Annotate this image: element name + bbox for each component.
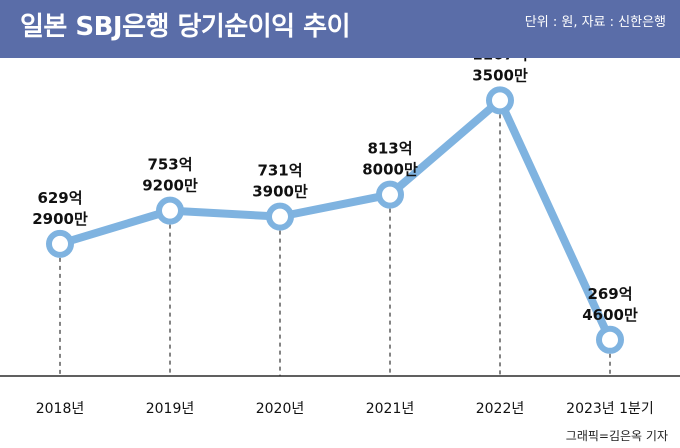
- data-point-marker: [156, 196, 184, 225]
- data-label: 629억: [37, 189, 82, 207]
- x-tick-label: 2021년: [366, 401, 415, 417]
- data-label: 4600만: [582, 306, 638, 324]
- x-tick-label: 2023년 1분기: [566, 401, 654, 417]
- x-tick-label: 2018년: [36, 401, 85, 417]
- title-bar: 일본 SBJ은행 당기순이익 추이 단위 : 원, 자료 : 신한은행: [0, 0, 680, 58]
- data-label: 3500만: [472, 66, 528, 84]
- line-chart: 629억 2900만 2018년 753억 9200만 2019년 731억 3900만 202…: [0, 45, 680, 417]
- data-label: 753억: [147, 156, 192, 174]
- data-label: 8000만: [362, 161, 418, 179]
- data-point-marker: [486, 86, 514, 115]
- data-label: 2900만: [32, 210, 88, 228]
- data-point-marker: [46, 229, 74, 258]
- graphic-credit: 그래픽=김은옥 기자: [565, 429, 668, 443]
- data-label: 731억: [257, 162, 302, 180]
- data-label: 3900만: [252, 183, 308, 201]
- series-line: [56, 96, 614, 344]
- chart-area: 629억 2900만 2018년 753억 9200만 2019년 731억 3900만 202…: [0, 45, 680, 420]
- unit-source-note: 단위 : 원, 자료 : 신한은행: [524, 15, 666, 30]
- data-point-marker: [376, 180, 404, 209]
- x-tick-label: 2022년: [476, 401, 525, 417]
- chart-title: 일본 SBJ은행 당기순이익 추이: [20, 12, 351, 42]
- data-point-marker: [596, 325, 624, 354]
- data-label: 813억: [367, 140, 412, 158]
- x-tick-label: 2019년: [146, 401, 195, 417]
- data-label: 9200만: [142, 177, 198, 195]
- data-point-marker: [266, 202, 294, 231]
- x-tick-label: 2020년: [256, 401, 305, 417]
- data-label: 269억: [587, 285, 632, 303]
- data-label: 1167억: [472, 58, 528, 63]
